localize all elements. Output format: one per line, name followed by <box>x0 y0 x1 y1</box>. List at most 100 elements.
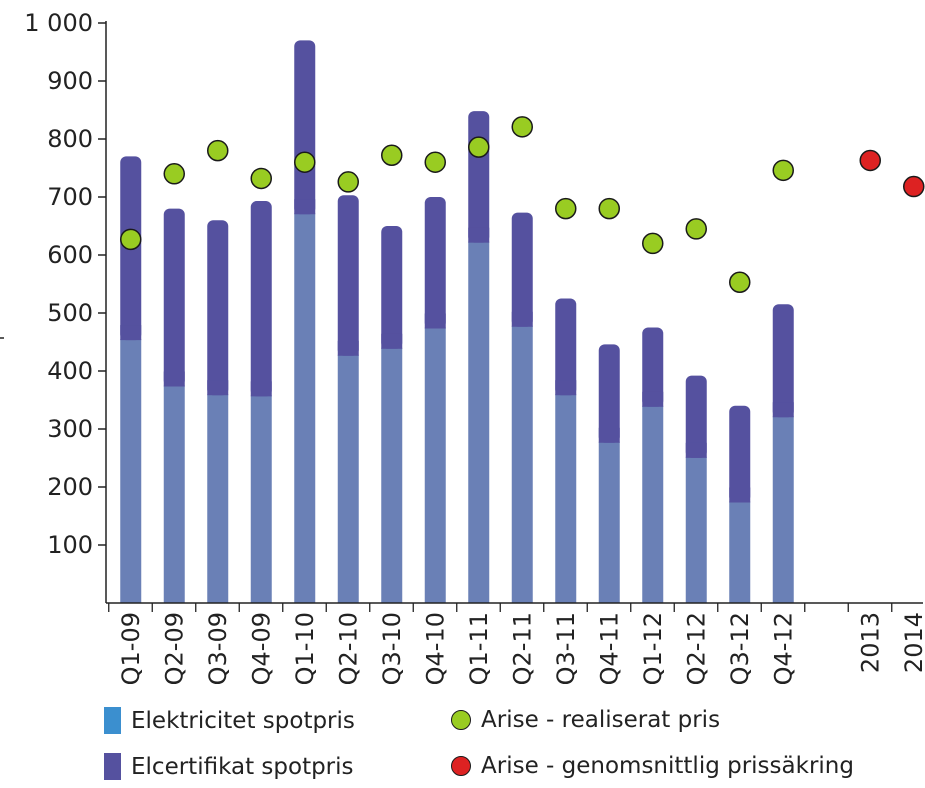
legend-marker <box>451 710 471 730</box>
x-tick-label: Q2-11 <box>508 612 536 685</box>
x-tick-label: Q3-09 <box>204 612 232 685</box>
bar-elektricitet <box>598 441 620 603</box>
bar-elcertifikat <box>381 226 403 349</box>
bar-elektricitet <box>424 327 446 603</box>
bars <box>120 40 794 604</box>
point-arise-realiserat <box>555 197 577 220</box>
bar-elcertifikat <box>642 327 664 407</box>
x-tick-label: Q1-12 <box>639 612 667 685</box>
y-tick-label: 1 000 <box>24 9 93 37</box>
x-tick-label: 2013 <box>856 612 884 673</box>
point-arise-realiserat <box>511 116 533 138</box>
point-arise-realiserat <box>250 167 272 190</box>
chart: 100 200 300 400 500 600 700 800 900 1 000 Q1-09 Q2… <box>0 9 925 685</box>
bar-elcertifikat <box>424 197 446 329</box>
bar-elcertifikat-band <box>555 380 577 396</box>
bar-elektricitet <box>294 213 316 604</box>
y-tick-label: 300 <box>47 415 93 443</box>
bar-elektricitet <box>250 395 272 603</box>
bar-elcertifikat-band <box>294 199 316 215</box>
bar-elektricitet <box>207 394 229 603</box>
bar-elektricitet <box>772 416 794 603</box>
point-arise-realiserat <box>337 171 359 193</box>
x-tick-label: Q1-11 <box>465 612 493 685</box>
bar-elektricitet <box>511 325 533 603</box>
y-tick-label: 600 <box>47 241 93 269</box>
bar-elcertifikat-band <box>511 311 533 327</box>
legend-item-arise-realiserat: Arise - realiserat pris <box>451 707 720 733</box>
point-arise-realiserat <box>424 151 446 173</box>
bar-elcertifikat-band <box>120 325 142 341</box>
point-arise-realiserat <box>598 197 620 220</box>
x-tick-label: Q1-09 <box>117 612 145 685</box>
bar-elektricitet <box>381 347 403 603</box>
x-tick-label: Q4-11 <box>595 612 623 685</box>
x-tick-label: Q4-12 <box>769 612 797 685</box>
bar-elektricitet <box>120 339 142 603</box>
bar-elcertifikat <box>294 40 316 215</box>
point-arise-realiserat <box>163 163 185 185</box>
bar-elcertifikat <box>207 220 229 396</box>
point-arise-realiserat <box>685 218 707 240</box>
bar-elektricitet <box>468 241 490 603</box>
bar-elcertifikat-band <box>163 371 185 387</box>
point-arise-realiserat <box>729 271 751 294</box>
x-tick-label: Q2-09 <box>160 612 188 685</box>
legend-label: Elcertifikat spotpris <box>131 753 354 780</box>
bar-elcertifikat-band <box>642 391 664 407</box>
x-tick-label: Q4-10 <box>421 612 449 685</box>
point-arise-realiserat <box>207 139 229 162</box>
y-tick-label: 100 <box>47 531 93 559</box>
bar-elcertifikat-band <box>207 380 229 396</box>
x-tick-label: 2014 <box>900 612 925 673</box>
bar-elcertifikat <box>685 375 707 458</box>
bar-elektricitet <box>163 385 185 603</box>
bar-elcertifikat-band <box>685 442 707 458</box>
x-tick-label: Q1-10 <box>291 612 319 685</box>
point-arise-realiserat <box>642 232 664 255</box>
legend-item-elcertifikat: Elcertifikat spotpris <box>104 753 354 780</box>
bar-elcertifikat-band <box>598 427 620 443</box>
x-tick-label: Q2-12 <box>682 612 710 685</box>
legend-label: Elektricitet spotpris <box>131 707 355 734</box>
x-tick-label: Q4-09 <box>247 612 275 685</box>
bar-elcertifikat <box>468 111 490 243</box>
bar-elcertifikat-band <box>772 402 794 418</box>
legend-swatch <box>104 753 121 780</box>
legend-item-arise-prissakring: Arise - genomsnittlig prissäkring <box>451 753 854 779</box>
point-arise-prissakring <box>903 175 925 198</box>
bar-elcertifikat-band <box>337 340 359 356</box>
bar-elcertifikat-band <box>729 487 751 503</box>
y-axis: 100 200 300 400 500 600 700 800 900 1 000 <box>0 9 107 603</box>
bar-elcertifikat <box>772 304 794 418</box>
y-tick-label: 500 <box>47 299 93 327</box>
y-tick-label: 700 <box>47 183 93 211</box>
point-arise-prissakring <box>859 149 881 172</box>
y-tick-label: 400 <box>47 357 93 385</box>
y-tick-label: 900 <box>47 67 93 95</box>
legend-label: Arise - realiserat pris <box>481 707 721 733</box>
point-arise-realiserat <box>468 136 490 158</box>
bar-elektricitet <box>729 501 751 603</box>
bar-elektricitet <box>555 394 577 603</box>
bar-elektricitet <box>685 456 707 603</box>
bar-elcertifikat <box>511 212 533 327</box>
point-arise-realiserat <box>772 159 794 182</box>
bar-elcertifikat-band <box>468 227 490 243</box>
bar-elektricitet <box>337 354 359 603</box>
bar-elcertifikat <box>598 344 620 443</box>
points <box>120 116 925 294</box>
bar-elcertifikat <box>163 208 185 387</box>
bar-elektricitet <box>642 405 664 603</box>
y-tick-label: 200 <box>47 473 93 501</box>
bar-elcertifikat-band <box>381 333 403 349</box>
x-tick-label: Q3-11 <box>552 612 580 685</box>
bar-elcertifikat <box>250 201 272 397</box>
point-arise-realiserat <box>381 144 403 166</box>
legend-swatch <box>104 707 121 734</box>
legend-label: Arise - genomsnittlig prissäkring <box>481 753 854 779</box>
legend-item-elektricitet: Elektricitet spotpris <box>104 707 355 734</box>
bar-elcertifikat-band <box>424 313 446 329</box>
point-arise-realiserat <box>120 228 142 251</box>
x-tick-label: Q3-10 <box>378 612 406 685</box>
